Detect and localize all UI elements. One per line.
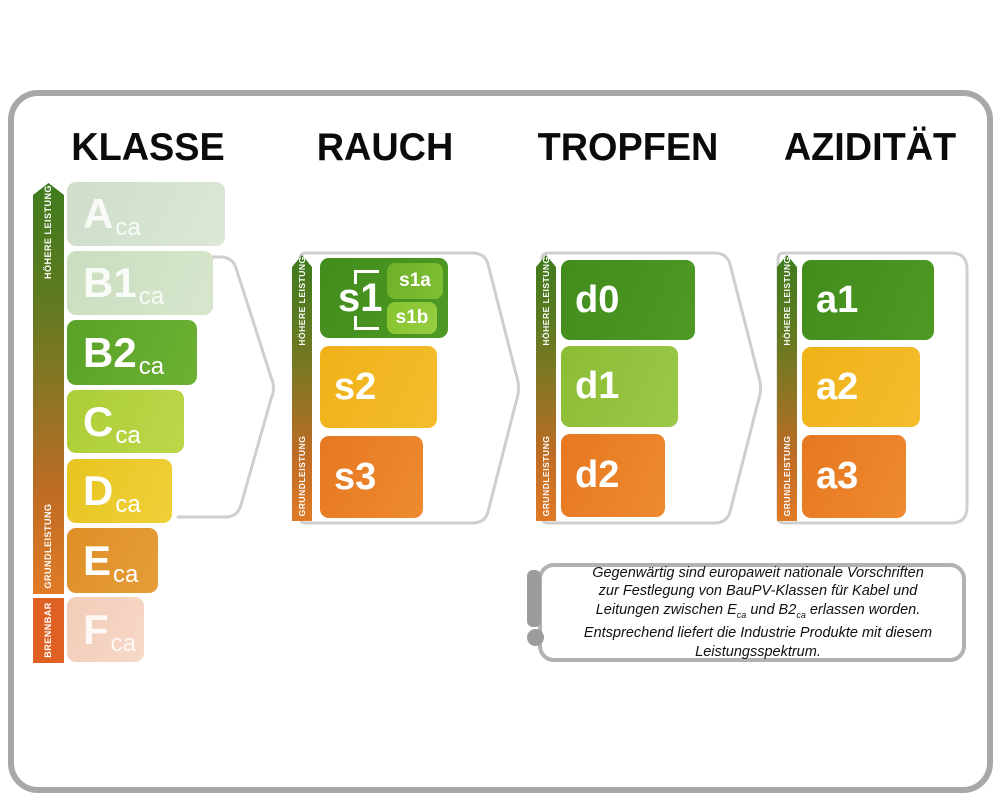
note-line-3b: und B2: [746, 601, 797, 618]
klasse-to-rauch-chevron: [176, 255, 275, 519]
rauch-axis-label-higher: HÖHERE LEISTUNG: [297, 256, 307, 346]
class-letter: C: [83, 397, 114, 445]
class-block-b2-ca: B2 ca: [67, 320, 197, 385]
class-subscript: ca: [115, 214, 141, 241]
class-letter: E: [83, 536, 112, 584]
class-subscript: ca: [138, 352, 165, 380]
s1-bracket-bottom: [354, 316, 379, 330]
class-subscript: ca: [138, 283, 165, 310]
smoke-label-s1b: s1b: [395, 307, 429, 328]
klasse-performance-arrow-bar: [33, 183, 64, 594]
droplet-label-d1: d1: [575, 365, 620, 407]
smoke-subblock-s1b: s1b: [387, 302, 437, 334]
column-title-klasse: KLASSE: [71, 126, 225, 169]
class-subscript: ca: [115, 491, 141, 518]
exclamation-icon: [527, 570, 541, 627]
acidity-block-a1: a1: [802, 260, 934, 340]
droplet-block-d0: d0: [561, 260, 695, 340]
class-letter: A: [83, 190, 114, 237]
class-letter: B2: [83, 328, 137, 376]
class-subscript: ca: [110, 629, 137, 657]
klasse-brennbar-segment: [33, 598, 64, 663]
klasse-axis-label-flammable: BRENNBAR: [43, 602, 53, 658]
smoke-subblock-s1a: s1a: [387, 263, 443, 299]
smoke-label-s1a: s1a: [399, 270, 431, 291]
aziditaet-axis-label-base: GRUNDLEISTUNG: [782, 435, 792, 517]
tropfen-performance-arrow-bar: [536, 255, 556, 521]
tropfen-axis-label-higher: HÖHERE LEISTUNG: [541, 256, 551, 346]
smoke-label-s2: s2: [334, 365, 377, 408]
note-subscript-b2ca: ca: [796, 609, 806, 620]
column-title-tropfen: TROPFEN: [537, 126, 719, 169]
class-letter: F: [83, 605, 109, 653]
smoke-block-s2: s2: [320, 346, 437, 428]
klasse-axis-label-higher: HÖHERE LEISTUNG: [43, 184, 53, 280]
class-block-b1-ca: B1 ca: [67, 251, 213, 315]
note-line-5: Leistungsspektrum.: [695, 643, 821, 660]
aziditaet-performance-arrow-bar: [777, 255, 797, 521]
droplet-block-d2: d2: [561, 434, 665, 517]
column-title-rauch: RAUCH: [316, 126, 454, 169]
note-line-2: zur Festlegung von BauPV-Klassen für Kab…: [598, 583, 918, 600]
rauch-performance-arrow-bar: [292, 255, 312, 521]
smoke-block-s1: s1 s1a s1b: [320, 258, 448, 338]
exclamation-icon-dot: [527, 629, 544, 646]
note-line-4: Entsprechend liefert die Industrie Produ…: [583, 625, 933, 642]
column-title-aziditaet: AZIDITÄT: [783, 126, 957, 169]
klasse-axis-label-base: GRUNDLEISTUNG: [43, 503, 53, 589]
note-line-1: Gegenwärtig sind europaweit nationale Vo…: [592, 564, 924, 581]
acidity-block-a2: a2: [802, 347, 920, 427]
class-letter: B1: [83, 259, 137, 306]
smoke-block-s3: s3: [320, 436, 423, 518]
note-line-3c: erlassen worden.: [805, 601, 921, 618]
droplet-block-d1: d1: [561, 346, 678, 427]
acidity-label-a2: a2: [816, 365, 859, 408]
acidity-label-a3: a3: [816, 455, 859, 497]
note-text: Gegenwärtig sind europaweit nationale Vo…: [564, 564, 940, 662]
acidity-block-a3: a3: [802, 435, 906, 518]
smoke-label-s1: s1: [338, 275, 383, 320]
class-letter: D: [83, 467, 114, 514]
note-line-3a: Leitungen zwischen E: [595, 601, 737, 618]
tropfen-axis-label-base: GRUNDLEISTUNG: [541, 435, 551, 517]
note-box: Gegenwärtig sind europaweit nationale Vo…: [538, 563, 966, 662]
acidity-label-a1: a1: [816, 278, 859, 321]
smoke-label-s3: s3: [334, 455, 377, 498]
aziditaet-axis-label-higher: HÖHERE LEISTUNG: [782, 256, 792, 346]
rauch-axis-label-base: GRUNDLEISTUNG: [297, 435, 307, 517]
note-subscript-eca: ca: [736, 609, 747, 620]
droplet-label-d0: d0: [575, 278, 620, 321]
class-subscript: ca: [113, 560, 139, 588]
class-subscript: ca: [115, 421, 141, 449]
s1-bracket-top: [354, 270, 379, 284]
droplet-label-d2: d2: [575, 454, 620, 496]
